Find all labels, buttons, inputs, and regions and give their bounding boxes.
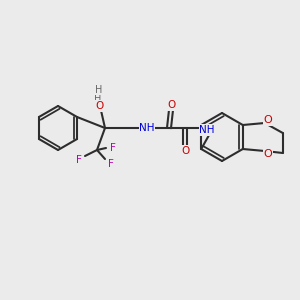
Text: NH: NH — [199, 125, 215, 135]
Text: O: O — [96, 101, 104, 111]
Text: H: H — [95, 85, 103, 95]
Text: F: F — [76, 155, 82, 165]
Text: O: O — [167, 100, 175, 110]
Text: F: F — [110, 143, 116, 153]
Text: O: O — [263, 149, 272, 159]
Text: F: F — [108, 159, 114, 169]
Text: O: O — [263, 115, 272, 125]
Text: NH: NH — [139, 123, 155, 133]
Text: O: O — [181, 146, 189, 156]
Text: H: H — [94, 94, 102, 104]
